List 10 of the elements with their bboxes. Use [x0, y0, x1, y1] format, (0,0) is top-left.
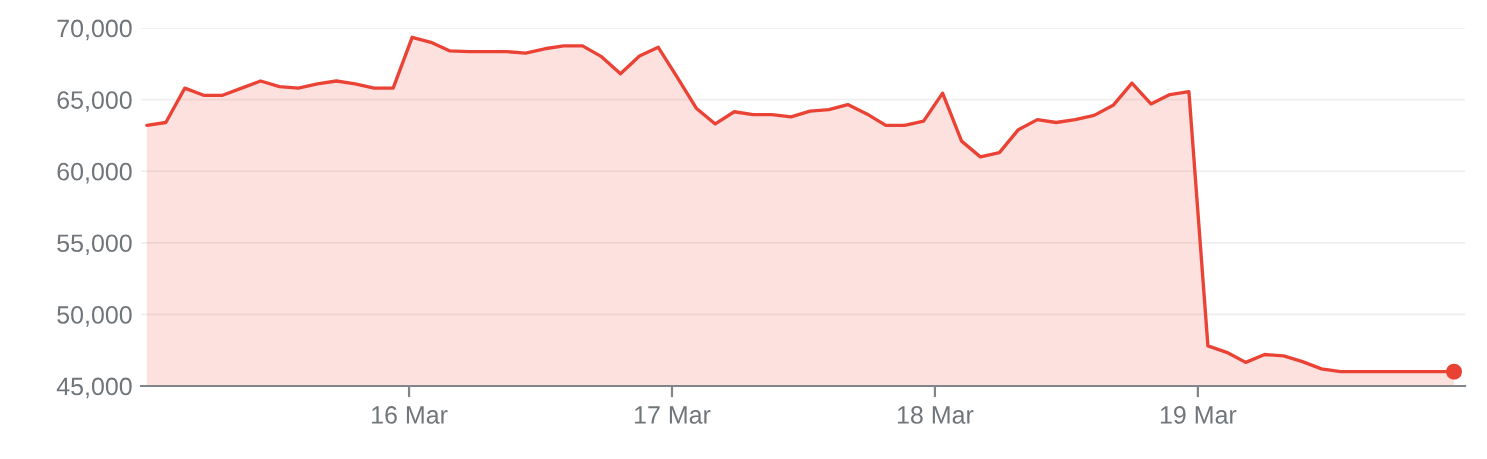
y-tick-label: 70,000 [57, 19, 132, 41]
y-tick-label: 55,000 [57, 234, 132, 256]
y-tick-label: 45,000 [56, 377, 132, 399]
x-tick-label: 16 Mar [372, 406, 448, 424]
x-tick-label: 19 Mar [1160, 406, 1237, 424]
y-tick-label: 50,000 [57, 306, 132, 327]
x-tick-label: 18 Mar [897, 406, 974, 424]
x-tick-label: 17 Mar [634, 406, 711, 424]
y-tick-label: 65,000 [57, 91, 132, 112]
y-tick-label: 60,000 [57, 162, 132, 184]
